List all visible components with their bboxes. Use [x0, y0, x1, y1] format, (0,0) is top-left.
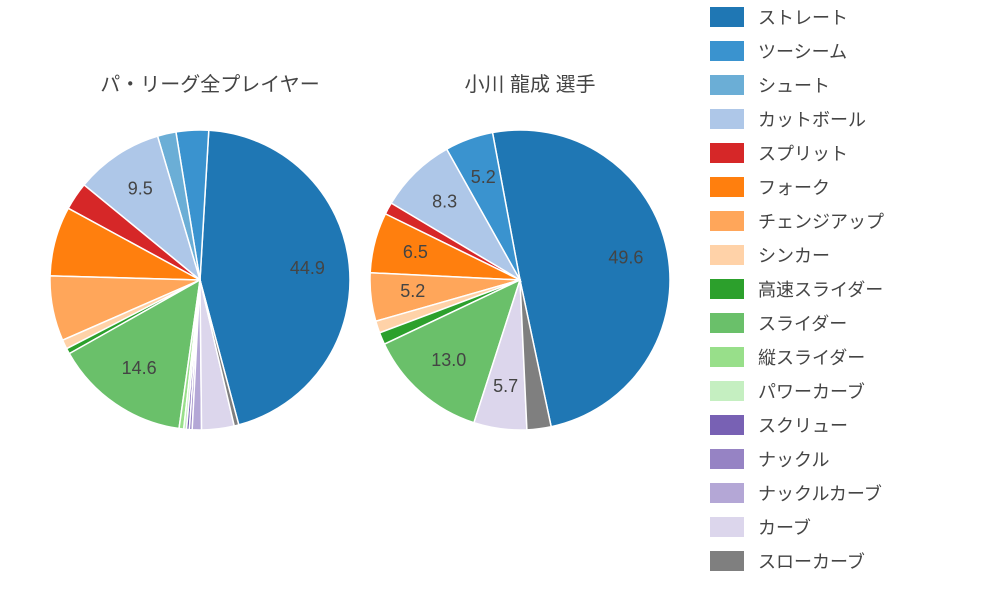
legend-swatch-twoseam	[710, 41, 744, 61]
pie-label-player-slider: 13.0	[431, 350, 466, 370]
pie-label-player-fork: 6.5	[403, 242, 428, 262]
legend-swatch-vslider	[710, 347, 744, 367]
legend-swatch-changeup	[710, 211, 744, 231]
legend-label-vslider: 縦スライダー	[758, 344, 865, 370]
legend-item-split: スプリット	[710, 136, 990, 170]
legend-swatch-knucklecurve	[710, 483, 744, 503]
legend-label-fork: フォーク	[758, 174, 830, 200]
legend-label-changeup: チェンジアップ	[758, 208, 884, 234]
pie-label-player-cutball: 8.3	[432, 191, 457, 211]
legend-label-slider: スライダー	[758, 310, 847, 336]
legend-label-powercurve: パワーカーブ	[758, 378, 865, 404]
pie-label-player-twoseam: 5.2	[471, 167, 496, 187]
pie-label-league-slider: 14.6	[122, 358, 157, 378]
legend-item-knuckle: ナックル	[710, 442, 990, 476]
legend-swatch-fastslider	[710, 279, 744, 299]
legend-label-curve: カーブ	[758, 514, 811, 540]
legend-item-slowcurve: スローカーブ	[710, 544, 990, 578]
legend-swatch-split	[710, 143, 744, 163]
legend-item-sinker: シンカー	[710, 238, 990, 272]
legend-label-shoot: シュート	[758, 72, 830, 98]
legend-item-slider: スライダー	[710, 306, 990, 340]
legend-label-knuckle: ナックル	[758, 446, 829, 472]
legend-label-cutball: カットボール	[758, 106, 866, 132]
legend-item-knucklecurve: ナックルカーブ	[710, 476, 990, 510]
legend-swatch-knuckle	[710, 449, 744, 469]
legend-swatch-shoot	[710, 75, 744, 95]
pie-label-player-straight: 49.6	[608, 248, 643, 268]
legend-swatch-curve	[710, 517, 744, 537]
pie-label-player-curve: 5.7	[493, 376, 518, 396]
legend-label-screw: スクリュー	[758, 412, 848, 438]
legend-label-split: スプリット	[758, 140, 848, 166]
legend-item-vslider: 縦スライダー	[710, 340, 990, 374]
legend-item-powercurve: パワーカーブ	[710, 374, 990, 408]
legend-label-sinker: シンカー	[758, 242, 830, 268]
legend: ストレートツーシームシュートカットボールスプリットフォークチェンジアップシンカー…	[710, 0, 990, 578]
legend-item-curve: カーブ	[710, 510, 990, 544]
legend-item-cutball: カットボール	[710, 102, 990, 136]
legend-swatch-cutball	[710, 109, 744, 129]
legend-label-knucklecurve: ナックルカーブ	[758, 480, 882, 506]
legend-swatch-slider	[710, 313, 744, 333]
legend-label-slowcurve: スローカーブ	[758, 548, 865, 574]
legend-item-twoseam: ツーシーム	[710, 34, 990, 68]
legend-item-straight: ストレート	[710, 0, 990, 34]
legend-item-shoot: シュート	[710, 68, 990, 102]
pie-label-league-straight: 44.9	[290, 258, 325, 278]
chart-stage: { "background_color": "#ffffff", "text_c…	[0, 0, 1000, 600]
legend-label-fastslider: 高速スライダー	[758, 276, 883, 302]
legend-swatch-sinker	[710, 245, 744, 265]
pie-label-league-cutball: 9.5	[128, 179, 153, 199]
legend-swatch-screw	[710, 415, 744, 435]
legend-item-fork: フォーク	[710, 170, 990, 204]
legend-label-twoseam: ツーシーム	[758, 38, 847, 64]
legend-item-screw: スクリュー	[710, 408, 990, 442]
legend-swatch-slowcurve	[710, 551, 744, 571]
legend-label-straight: ストレート	[758, 4, 848, 30]
legend-swatch-powercurve	[710, 381, 744, 401]
pie-canvas: 44.9 9.5 14.6 49.6 5.2 8.3 6.5 5.2 13.0 5.7	[0, 0, 720, 600]
legend-swatch-fork	[710, 177, 744, 197]
legend-item-changeup: チェンジアップ	[710, 204, 990, 238]
legend-swatch-straight	[710, 7, 744, 27]
pie-label-player-changeup: 5.2	[400, 281, 425, 301]
legend-item-fastslider: 高速スライダー	[710, 272, 990, 306]
